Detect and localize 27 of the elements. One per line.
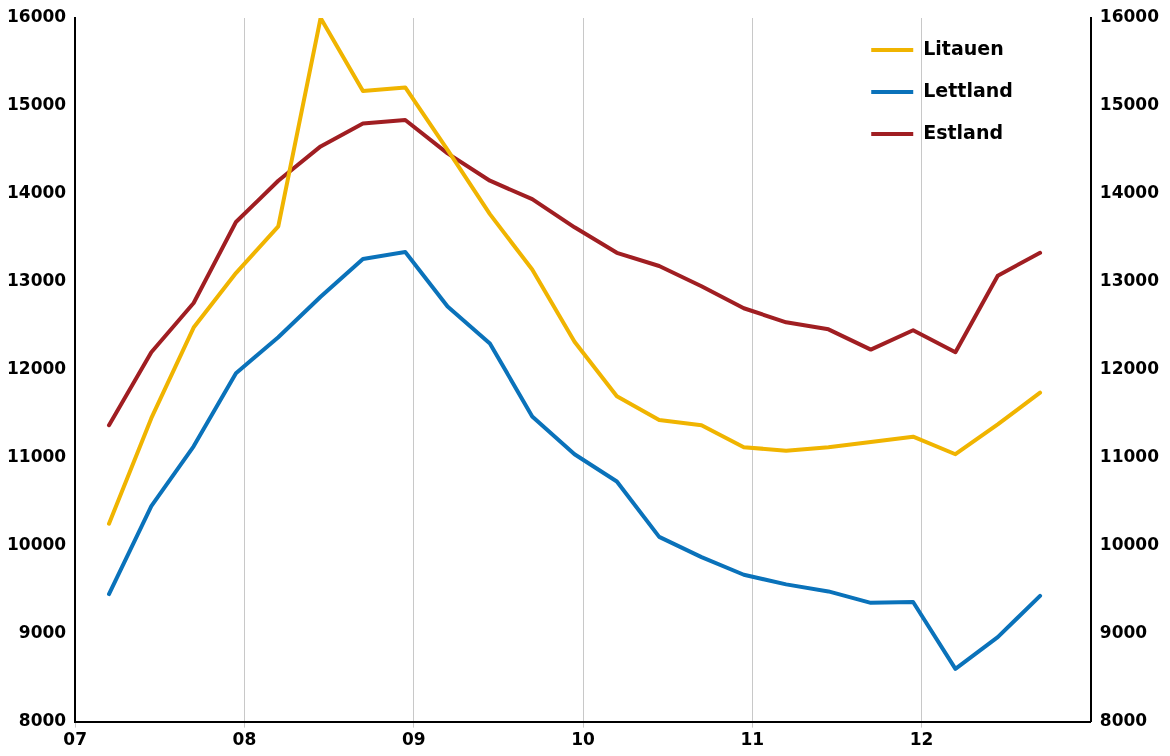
y2-tick-label: 9000 (1099, 622, 1148, 643)
y-tick-label: 12000 (6, 358, 67, 379)
x-tick-label: 11 (740, 729, 765, 750)
y2-tick-label: 11000 (1099, 446, 1160, 467)
x-tick-label: 08 (232, 729, 257, 750)
x-tick-label: 09 (401, 729, 426, 750)
y-tick-label: 15000 (6, 94, 67, 115)
y2-tick-label: 10000 (1099, 534, 1160, 555)
legend-label: Lettland (923, 78, 1013, 101)
y2-tick-label: 8000 (1099, 710, 1148, 731)
y2-tick-label: 14000 (1099, 182, 1160, 203)
y2-tick-label: 12000 (1099, 358, 1160, 379)
x-tick-label: 07 (63, 729, 87, 750)
y-tick-label: 14000 (6, 182, 67, 203)
y2-tick-label: 15000 (1099, 94, 1160, 115)
y-tick-label: 11000 (6, 446, 67, 467)
y2-tick-label: 13000 (1099, 270, 1160, 291)
legend-label: Litauen (923, 36, 1004, 59)
y-tick-label: 9000 (18, 622, 67, 643)
legend-label: Estland (923, 120, 1004, 143)
x-tick-label: 12 (909, 729, 934, 750)
y-tick-label: 8000 (18, 710, 67, 731)
y-tick-label: 10000 (6, 534, 67, 555)
y2-tick-label: 16000 (1099, 6, 1160, 27)
y-tick-label: 16000 (6, 6, 67, 27)
y-tick-label: 13000 (6, 270, 67, 291)
x-tick-label: 10 (571, 729, 595, 750)
